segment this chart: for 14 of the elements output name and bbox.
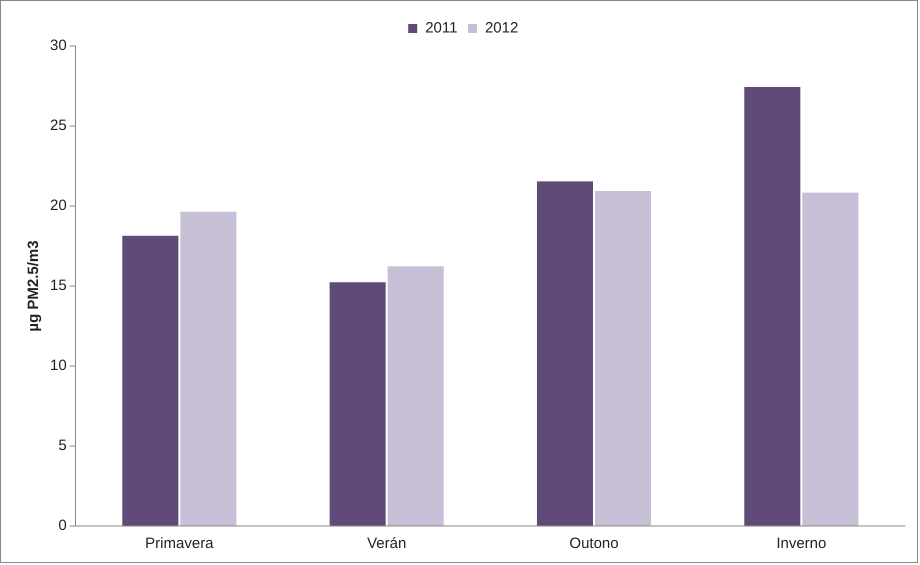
x-tick-label: Verán <box>367 535 406 552</box>
legend-label: 2011 <box>425 20 458 37</box>
y-tick-label: 0 <box>58 517 67 534</box>
x-tick-label: Inverno <box>776 535 826 552</box>
y-tick-label: 25 <box>50 117 67 134</box>
legend-label: 2012 <box>484 20 518 37</box>
x-tick-label: Outono <box>569 535 619 552</box>
y-tick-label: 10 <box>50 357 67 374</box>
y-tick-label: 15 <box>50 277 67 294</box>
y-tick-label: 30 <box>50 37 67 54</box>
y-tick-label: 5 <box>58 437 67 454</box>
y-tick-label: 20 <box>50 197 67 214</box>
x-tick-label: Primavera <box>145 535 214 552</box>
y-axis-title: µg PM2.5/m3 <box>25 240 42 332</box>
